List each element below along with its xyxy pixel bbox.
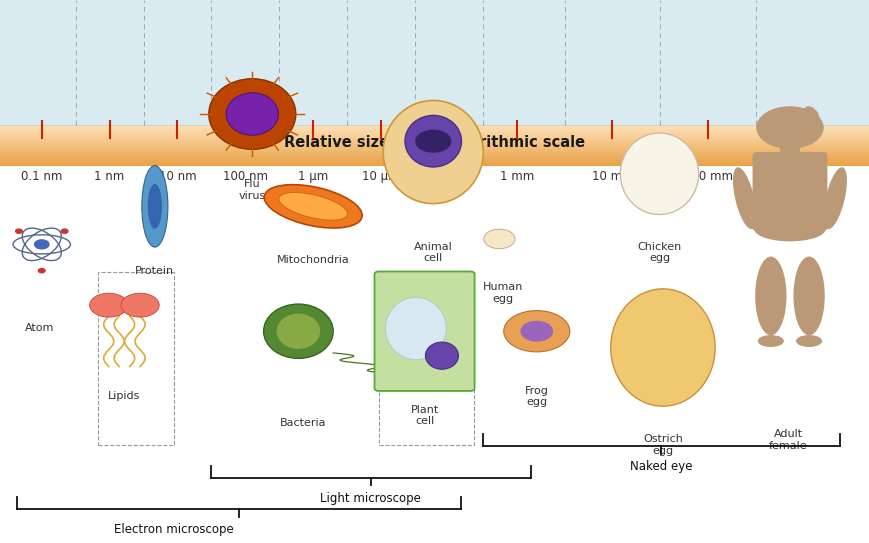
Circle shape <box>121 293 159 317</box>
Text: 10 μm: 10 μm <box>362 170 400 183</box>
Ellipse shape <box>754 256 786 335</box>
Ellipse shape <box>279 192 347 220</box>
Ellipse shape <box>276 313 320 349</box>
FancyBboxPatch shape <box>752 152 826 231</box>
Ellipse shape <box>732 167 756 229</box>
Circle shape <box>35 240 49 249</box>
Ellipse shape <box>148 184 162 229</box>
Text: 1 mm: 1 mm <box>499 170 534 183</box>
Text: 10 nm: 10 nm <box>158 170 196 183</box>
Bar <box>0 0 869 125</box>
Ellipse shape <box>263 304 333 358</box>
Text: Adult
female: Adult female <box>768 429 806 451</box>
Circle shape <box>415 130 450 152</box>
Ellipse shape <box>385 298 446 359</box>
Text: Light microscope: Light microscope <box>320 491 421 504</box>
Text: Plant
cell: Plant cell <box>410 405 438 426</box>
Text: 1 μm: 1 μm <box>298 170 328 183</box>
Ellipse shape <box>142 166 168 247</box>
Ellipse shape <box>793 256 824 335</box>
Text: Mitochondria: Mitochondria <box>276 255 349 265</box>
Circle shape <box>38 269 45 273</box>
Text: Atom: Atom <box>25 323 55 333</box>
Text: Human
egg: Human egg <box>482 282 522 304</box>
Text: Protein: Protein <box>136 266 174 276</box>
Text: 1 nm: 1 nm <box>95 170 124 183</box>
Ellipse shape <box>226 93 278 135</box>
Text: 100 mm: 100 mm <box>683 170 732 183</box>
Text: Electron microscope: Electron microscope <box>114 523 234 536</box>
Text: Relative sizes on a logarithmic scale: Relative sizes on a logarithmic scale <box>284 135 585 150</box>
Ellipse shape <box>404 115 461 167</box>
Text: Chicken
egg: Chicken egg <box>637 242 680 263</box>
Text: 10 mm: 10 mm <box>591 170 633 183</box>
Text: 0.1 nm: 0.1 nm <box>21 170 63 183</box>
Ellipse shape <box>610 289 714 406</box>
Text: Naked eye: Naked eye <box>629 460 692 473</box>
Text: Ostrich
egg: Ostrich egg <box>642 434 682 456</box>
Ellipse shape <box>803 106 819 122</box>
FancyBboxPatch shape <box>375 272 474 391</box>
Ellipse shape <box>264 185 362 228</box>
Ellipse shape <box>209 79 295 149</box>
Circle shape <box>503 311 569 352</box>
Circle shape <box>483 229 514 249</box>
Text: Frog
egg: Frog egg <box>524 386 548 407</box>
Text: Bacteria: Bacteria <box>279 418 326 428</box>
Ellipse shape <box>822 167 846 229</box>
Bar <box>98 272 174 445</box>
Bar <box>379 272 474 445</box>
Ellipse shape <box>795 335 821 347</box>
Text: 1 m: 1 m <box>792 170 814 183</box>
Circle shape <box>521 321 552 341</box>
Circle shape <box>756 107 822 148</box>
Circle shape <box>90 293 128 317</box>
Ellipse shape <box>382 100 483 204</box>
Ellipse shape <box>425 342 458 369</box>
Text: Flu
virus: Flu virus <box>238 179 266 201</box>
Circle shape <box>61 229 68 233</box>
Text: Animal
cell: Animal cell <box>414 242 452 263</box>
Circle shape <box>16 229 23 233</box>
Ellipse shape <box>620 133 698 214</box>
Ellipse shape <box>757 335 783 347</box>
Bar <box>779 130 799 157</box>
Ellipse shape <box>753 217 825 241</box>
Text: 100 μm: 100 μm <box>426 170 471 183</box>
Text: Lipids: Lipids <box>108 391 141 401</box>
Text: 100 nm: 100 nm <box>222 170 268 183</box>
